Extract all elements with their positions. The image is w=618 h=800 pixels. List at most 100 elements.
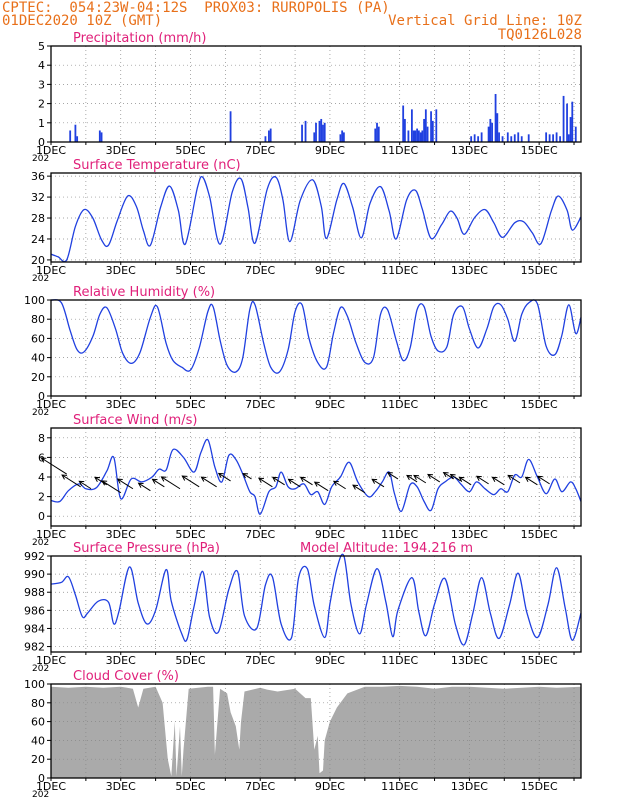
panel-title: Cloud Cover (%)	[73, 669, 179, 684]
wind-arrow-shaft	[218, 472, 231, 482]
y-tick-label: 8	[38, 432, 45, 445]
y-tick-label: 1	[38, 117, 45, 130]
wind-arrow-head	[442, 471, 449, 478]
x-tick-label: 15DEC	[521, 264, 558, 277]
y-tick-label: 32	[31, 191, 45, 204]
precip-bar	[417, 130, 420, 142]
wind-arrow-shaft	[61, 474, 81, 488]
precip-bar	[414, 130, 417, 142]
precip-bar	[322, 124, 324, 142]
precip-bar	[501, 136, 504, 142]
wind-arrow-shaft	[288, 478, 301, 488]
panel-6: 0 20 40 60 80 100 1DEC 3DEC 5DEC 7DEC 9DEC 11DEC 13D…	[24, 669, 582, 800]
wind-arrow	[491, 476, 505, 486]
wind-arrow-head	[217, 472, 224, 479]
x-tick-label: 9DEC	[315, 264, 345, 277]
wind-arrow	[313, 481, 329, 492]
wind-arrow-shaft	[459, 476, 472, 486]
x-tick-label: 1DEC	[36, 144, 66, 157]
panel-4: 0 2 4 6 8 1DEC 3DEC 5DEC 7DEC 9DEC 11DEC 13DEC 15DEC…	[32, 413, 582, 548]
x-tick-label: 7DEC	[245, 144, 275, 157]
wind-arrow-head	[332, 480, 339, 486]
x-tick-label: 7DEC	[245, 264, 275, 277]
wind-arrow-head	[181, 475, 188, 481]
x-tick-label: 7DEC	[245, 528, 275, 541]
y-tick-label: 984	[24, 622, 45, 635]
precip-bar	[559, 136, 561, 142]
x-tick-label: 11DEC	[381, 264, 418, 277]
wind-arrow-shaft	[507, 474, 521, 484]
precip-bar	[435, 109, 438, 142]
x-tick-label: 9DEC	[315, 528, 345, 541]
cloud-cover-area	[51, 685, 581, 778]
y-tick-label: 40	[31, 734, 45, 747]
precip-bar	[410, 109, 413, 142]
x-tick-label: 13DEC	[451, 398, 488, 411]
wind-arrow	[458, 476, 472, 486]
wind-arrow	[413, 474, 427, 484]
x-tick-label: 3DEC	[106, 398, 136, 411]
wind-arrow-head	[299, 476, 306, 482]
wind-arrow	[371, 478, 385, 488]
wind-arrow-head	[40, 457, 47, 463]
panel-3: 0 20 40 60 80 100 1DEC 3DEC 5DEC 7DEC 9DEC 11DEC 13D…	[24, 285, 582, 418]
precip-bar	[489, 118, 492, 142]
wind-arrow-head	[352, 484, 359, 490]
wind-arrow-head	[94, 476, 100, 482]
x-axis-year-fragment: 202	[32, 408, 49, 418]
y-tick-label: 60	[31, 332, 45, 345]
wind-arrow-shaft	[272, 476, 285, 486]
wind-arrow-head	[137, 482, 144, 488]
x-tick-label: 5DEC	[175, 264, 205, 277]
x-tick-label: 15DEC	[521, 654, 558, 667]
x-tick-label: 13DEC	[451, 264, 488, 277]
x-tick-label: 5DEC	[175, 528, 205, 541]
y-tick-label: 20	[31, 371, 45, 384]
x-tick-label: 1DEC	[36, 654, 66, 667]
x-tick-label: 15DEC	[521, 528, 558, 541]
precip-bar	[517, 132, 520, 142]
precip-bar	[416, 128, 419, 142]
x-tick-label: 1DEC	[36, 528, 66, 541]
precip-bar	[315, 122, 317, 142]
y-tick-label: 28	[31, 212, 45, 225]
y-tick-label: 20	[31, 753, 45, 766]
wind-arrow	[332, 480, 346, 490]
wind-arrow-head	[406, 474, 413, 481]
panel-title: Surface Pressure (hPa)	[73, 541, 220, 556]
y-tick-label: 40	[31, 352, 45, 365]
series-line	[50, 553, 582, 646]
wind-arrow-shaft	[94, 476, 108, 486]
wind-arrow-head	[536, 475, 543, 481]
wind-arrow	[475, 475, 489, 485]
precip-bar	[548, 134, 551, 142]
x-axis-year-fragment: 202	[32, 790, 49, 800]
wind-arrow-head	[475, 475, 482, 481]
precip-bar	[374, 128, 377, 142]
wind-arrow-head	[313, 481, 320, 487]
panel-frame	[50, 299, 582, 397]
precip-bar	[313, 132, 316, 142]
header-datetime: 01DEC2020 10Z (GMT)	[2, 13, 163, 29]
x-tick-label: 11DEC	[381, 398, 418, 411]
x-tick-label: 15DEC	[521, 144, 558, 157]
precip-bar	[510, 136, 513, 142]
wind-arrow	[287, 478, 301, 488]
panel-title: Surface Temperature (nC)	[73, 158, 241, 173]
wind-arrow-shaft	[182, 475, 200, 488]
wind-arrow	[94, 476, 108, 486]
x-tick-label: 1DEC	[36, 264, 66, 277]
panel-5: 982 984 986 988 990 992 1DEC 3DEC 5DEC 7DEC 9DEC 11…	[24, 541, 582, 674]
wind-arrow	[101, 480, 122, 494]
x-tick-label: 7DEC	[245, 654, 275, 667]
x-tick-label: 11DEC	[381, 654, 418, 667]
panel-2: 20 24 28 32 36 1DEC 3DEC 5DEC 7DEC 9DEC 11DEC 13DEC…	[31, 158, 582, 284]
x-axis-year-fragment: 202	[32, 274, 49, 284]
x-tick-label: 5DEC	[175, 398, 205, 411]
wind-arrow	[181, 475, 200, 488]
precip-bar	[431, 120, 434, 142]
precip-bar	[419, 132, 422, 142]
precip-bar	[477, 136, 480, 142]
precip-bar	[423, 118, 425, 142]
y-tick-label: 992	[24, 550, 45, 563]
